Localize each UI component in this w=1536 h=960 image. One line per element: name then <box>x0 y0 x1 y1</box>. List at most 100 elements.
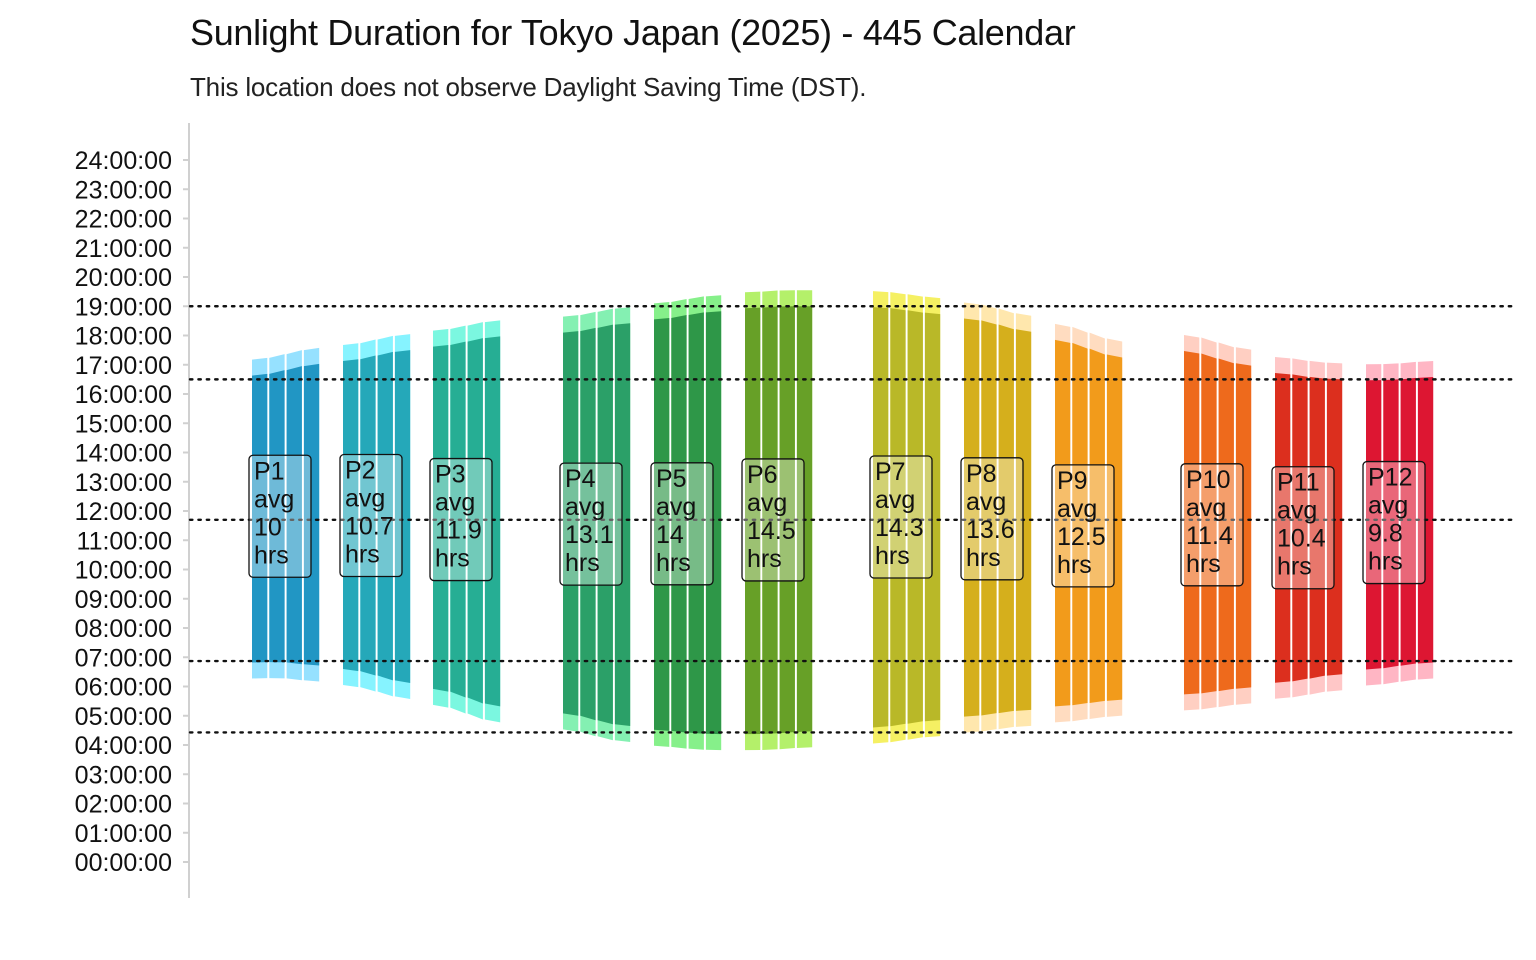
period-label-avg-value: 14.3 <box>875 514 924 542</box>
daylight-bar <box>286 366 302 665</box>
period-label-box <box>1271 466 1335 590</box>
period-label-unit: hrs <box>1368 548 1403 576</box>
period-label-box <box>559 462 623 586</box>
period-label-box <box>248 454 312 578</box>
period-label-label: P6 <box>747 461 778 489</box>
y-tick-label: 06:00:00 <box>75 674 172 702</box>
chart-title: Sunlight Duration for Tokyo Japan (2025)… <box>190 12 1076 53</box>
y-tick-label: 04:00:00 <box>75 732 172 760</box>
period-label-avg-label: avg <box>875 486 915 514</box>
period-label-avg-value: 13.6 <box>966 516 1015 544</box>
period-label-label: P11 <box>1277 469 1320 497</box>
daylight-bar <box>1184 351 1200 695</box>
y-tick-label: 22:00:00 <box>75 206 172 234</box>
y-tick-label: 09:00:00 <box>75 586 172 614</box>
daylight-bar <box>597 324 613 725</box>
daylight-bar <box>1400 377 1416 666</box>
period-label-avg-label: avg <box>1186 494 1226 522</box>
period-label-unit: hrs <box>345 541 380 569</box>
period-labels: P1avg10hrsP2avg10.7hrsP3avg11.9hrsP4avg1… <box>248 453 1426 590</box>
period-label-unit: hrs <box>254 541 289 569</box>
period-label-label: P9 <box>1057 467 1088 495</box>
period-label-box <box>741 458 805 582</box>
period-label-label: P10 <box>1186 466 1230 494</box>
daylight-bar <box>433 345 449 692</box>
period-label-avg-label: avg <box>345 485 385 513</box>
daylight-bar <box>1089 348 1105 704</box>
period-label-avg-label: avg <box>966 488 1006 516</box>
daylight-bar <box>964 318 980 717</box>
y-tick-label: 13:00:00 <box>75 469 172 497</box>
y-tick-label: 18:00:00 <box>75 323 172 351</box>
daylight-bar <box>1292 374 1308 682</box>
period-label-avg-label: avg <box>1057 495 1097 523</box>
period-label-unit: hrs <box>1186 550 1221 578</box>
y-tick-label: 24:00:00 <box>75 147 172 175</box>
period-label-avg-value: 11.4 <box>1186 522 1233 550</box>
period-label-avg-value: 10.4 <box>1277 525 1326 553</box>
period-label-avg-label: avg <box>656 493 696 521</box>
daylight-bar <box>981 320 997 716</box>
daylight-bar <box>252 373 268 663</box>
y-tick-label: 21:00:00 <box>75 235 172 263</box>
period-label-box <box>429 457 493 582</box>
y-tick-label: 15:00:00 <box>75 410 172 438</box>
daylight-bar <box>1201 353 1217 694</box>
daylight-bar <box>360 355 376 676</box>
y-tick-label: 08:00:00 <box>75 615 172 643</box>
period-bars <box>252 290 1434 751</box>
y-tick-label: 10:00:00 <box>75 557 172 585</box>
period-label-avg-label: avg <box>747 489 787 517</box>
period-label-label: P1 <box>254 457 285 485</box>
y-tick-label: 00:00:00 <box>75 849 172 877</box>
period-label-avg-value: 12.5 <box>1057 523 1106 551</box>
daylight-bar <box>343 359 359 672</box>
period-label-unit: hrs <box>1277 553 1312 581</box>
period-label-unit: hrs <box>966 544 1001 572</box>
period-label-avg-label: avg <box>254 485 294 513</box>
period-label-box <box>339 453 403 578</box>
daylight-bar <box>269 370 285 663</box>
y-tick-label: 17:00:00 <box>75 352 172 380</box>
period-label-box <box>1180 463 1244 587</box>
y-tick-label: 07:00:00 <box>75 644 172 672</box>
daylight-bar <box>377 351 393 681</box>
period-label-unit: hrs <box>1057 551 1092 579</box>
period-label-box <box>1362 460 1426 585</box>
period-label-label: P2 <box>345 457 376 485</box>
period-label-avg-value: 14.5 <box>747 517 796 545</box>
daylight-bar <box>1366 380 1382 670</box>
daylight-bar <box>1309 376 1325 679</box>
y-tick-label: 16:00:00 <box>75 381 172 409</box>
period-label-avg-value: 10 <box>254 513 282 541</box>
daylight-bar <box>890 308 906 727</box>
period-label-avg-value: 13.1 <box>565 521 614 549</box>
daylight-bar <box>1275 372 1291 683</box>
period-label-label: P7 <box>875 458 906 486</box>
period-label-unit: hrs <box>656 549 691 577</box>
daylight-bar <box>1055 339 1071 707</box>
period-label-avg-label: avg <box>1277 497 1317 525</box>
period-label-box <box>650 462 714 586</box>
period-label-avg-value: 14 <box>656 521 684 549</box>
daylight-bar <box>580 327 596 721</box>
period-label-unit: hrs <box>435 545 470 573</box>
period-label-avg-label: avg <box>1368 492 1408 520</box>
period-label-box <box>960 457 1024 581</box>
y-axis-ticks: 00:00:0001:00:0002:00:0003:00:0004:00:00… <box>75 147 189 877</box>
y-tick-label: 03:00:00 <box>75 761 172 789</box>
chart-subtitle: This location does not observe Daylight … <box>190 72 867 102</box>
daylight-bar <box>563 331 579 716</box>
reference-lines <box>188 305 1516 734</box>
period-label-label: P4 <box>565 465 596 493</box>
daylight-bar <box>1072 342 1088 706</box>
period-label-label: P12 <box>1368 464 1412 492</box>
period-label-unit: hrs <box>565 549 600 577</box>
period-label-unit: hrs <box>747 545 782 573</box>
y-tick-label: 01:00:00 <box>75 820 172 848</box>
period-label-avg-label: avg <box>565 493 605 521</box>
period-label-avg-value: 10.7 <box>345 513 394 541</box>
period-label-unit: hrs <box>875 542 910 570</box>
period-label-avg-value: 9.8 <box>1368 520 1403 548</box>
